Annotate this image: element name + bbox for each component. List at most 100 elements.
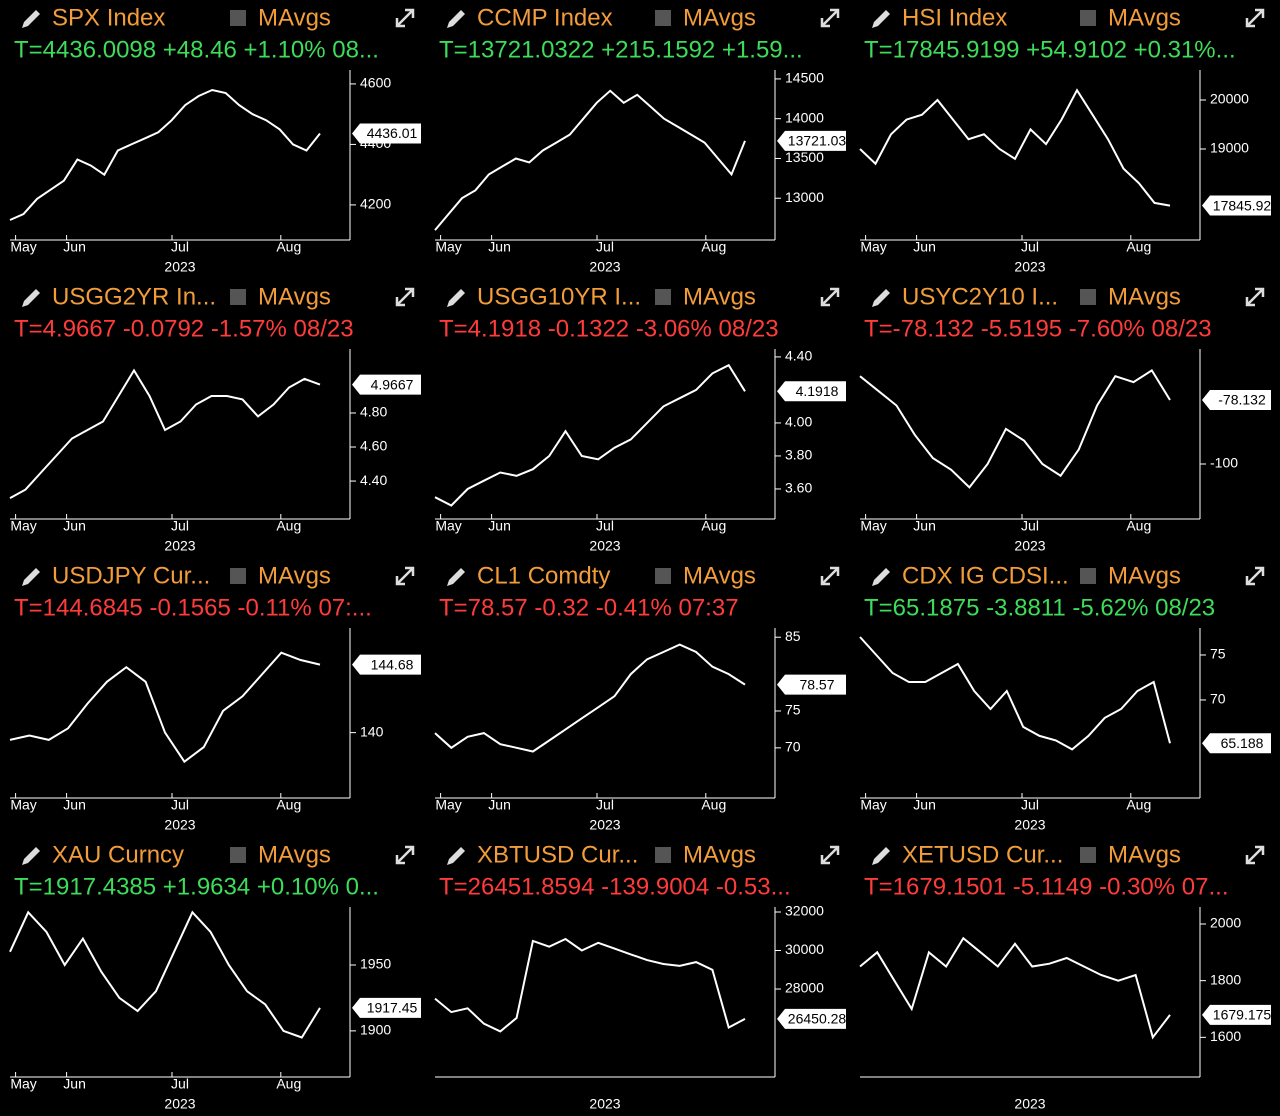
expand-icon[interactable]: [1245, 287, 1265, 307]
expand-icon[interactable]: [395, 845, 415, 865]
y-tick-label: 85: [785, 628, 801, 644]
x-tick-label: Aug: [701, 797, 726, 813]
toggle-label: MAvgs: [258, 283, 331, 310]
expand-icon[interactable]: [820, 845, 840, 865]
y-tick-label: 4.00: [785, 414, 812, 430]
quote: T=4.9667 -0.0792 -1.57% 08/23: [14, 315, 354, 342]
expand-icon[interactable]: [395, 287, 415, 307]
y-tick-label: 20000: [1210, 91, 1249, 107]
price-line: [434, 89, 746, 231]
x-tick-label: Aug: [701, 518, 726, 534]
edit-icon[interactable]: [447, 289, 465, 307]
last-value-box: [1202, 1004, 1271, 1025]
edit-icon[interactable]: [22, 289, 40, 307]
y-tick-label: 1600: [1210, 1028, 1241, 1044]
x-tick-label: Jun: [488, 797, 511, 813]
toggle-checkbox[interactable]: [1080, 289, 1096, 305]
expand-icon[interactable]: [820, 287, 840, 307]
price-line: [859, 936, 1171, 1040]
x-tick-label: May: [10, 797, 36, 813]
toggle-label: MAvgs: [1108, 841, 1181, 868]
edit-icon[interactable]: [872, 289, 890, 307]
last-value-label: 26450.28: [788, 1011, 847, 1027]
quote: T=65.1875 -3.8811 -5.62% 08/23: [864, 594, 1215, 621]
last-value-box: [352, 374, 421, 395]
y-tick-label: 4.40: [360, 472, 387, 488]
toggle-checkbox[interactable]: [230, 289, 246, 305]
x-tick-label: May: [435, 518, 461, 534]
toggle-label: MAvgs: [258, 562, 331, 589]
expand-icon[interactable]: [820, 566, 840, 586]
toggle-checkbox[interactable]: [655, 847, 671, 863]
expand-icon[interactable]: [1245, 8, 1265, 28]
x-tick-label: Jul: [1021, 239, 1039, 255]
edit-icon[interactable]: [872, 10, 890, 28]
edit-icon[interactable]: [447, 847, 465, 865]
expand-icon[interactable]: [395, 8, 415, 28]
y-tick-label: 1950: [360, 956, 391, 972]
y-tick-label: 13500: [785, 149, 824, 165]
toggle-checkbox[interactable]: [1080, 847, 1096, 863]
x-tick-label: Aug: [1126, 239, 1151, 255]
y-tick-label: 28000: [785, 980, 824, 996]
x-tick-label: Jul: [596, 518, 614, 534]
x-tick-label: Aug: [276, 1076, 301, 1092]
edit-icon[interactable]: [447, 568, 465, 586]
edit-icon[interactable]: [22, 568, 40, 586]
last-value-box: [352, 123, 421, 144]
toggle-checkbox[interactable]: [655, 289, 671, 305]
price-line: [859, 369, 1171, 489]
quote: T=144.6845 -0.1565 -0.11% 07:...: [14, 594, 372, 621]
chart-title: XETUSD Cur...: [902, 841, 1063, 868]
toggle-checkbox[interactable]: [1080, 568, 1096, 584]
edit-icon[interactable]: [22, 847, 40, 865]
x-tick-label: Jun: [913, 518, 936, 534]
edit-icon[interactable]: [447, 10, 465, 28]
chart-panel: CCMP Index MAvgs T=13721.0322 +215.1592 +1…: [434, 4, 846, 275]
toggle-checkbox[interactable]: [230, 10, 246, 26]
y-tick-label: 1800: [1210, 971, 1241, 987]
toggle-checkbox[interactable]: [230, 568, 246, 584]
price-line: [859, 88, 1171, 207]
edit-icon[interactable]: [872, 847, 890, 865]
toggle-checkbox[interactable]: [230, 847, 246, 863]
edit-icon[interactable]: [872, 568, 890, 586]
quote: T=-78.132 -5.5195 -7.60% 08/23: [864, 315, 1212, 342]
y-tick-label: 75: [1210, 646, 1226, 662]
x-tick-label: Jun: [63, 239, 86, 255]
toggle-label: MAvgs: [1108, 4, 1181, 31]
last-value-label: 17845.92: [1213, 197, 1272, 213]
x-tick-label: May: [10, 1076, 36, 1092]
edit-icon[interactable]: [22, 10, 40, 28]
last-value-label: 78.57: [799, 676, 834, 692]
toggle-checkbox[interactable]: [655, 10, 671, 26]
chart-title: CCMP Index: [477, 4, 613, 31]
chart-panel: USGG2YR In... MAvgs T=4.9667 -0.0792 -1.57…: [9, 283, 421, 554]
quote: T=1679.1501 -5.1149 -0.30% 07...: [864, 873, 1229, 900]
x-tick-label: Aug: [276, 239, 301, 255]
x-tick-label: Jul: [171, 239, 189, 255]
last-value-label: 1679.175: [1213, 1007, 1272, 1023]
y-tick-label: 14000: [785, 109, 824, 125]
price-line: [434, 937, 746, 1033]
expand-icon[interactable]: [1245, 566, 1265, 586]
x-tick-label: Jul: [1021, 518, 1039, 534]
toggle-checkbox[interactable]: [1080, 10, 1096, 26]
chart-panel: XAU Curncy MAvgs T=1917.4385 +1.9634 +0.10…: [9, 841, 421, 1112]
quote: T=26451.8594 -139.9004 -0.53...: [439, 873, 791, 900]
toggle-checkbox[interactable]: [655, 568, 671, 584]
expand-icon[interactable]: [820, 8, 840, 28]
price-line: [9, 368, 321, 499]
x-year-label: 2023: [1014, 817, 1045, 833]
y-tick-label: 30000: [785, 941, 824, 957]
toggle-label: MAvgs: [1108, 562, 1181, 589]
quote: T=17845.9199 +54.9102 +0.31%...: [864, 36, 1236, 63]
chart-title: USYC2Y10 I...: [902, 283, 1058, 310]
last-value-label: 65.188: [1221, 735, 1264, 751]
expand-icon[interactable]: [1245, 845, 1265, 865]
expand-icon[interactable]: [395, 566, 415, 586]
last-value-label: -78.132: [1218, 392, 1266, 408]
x-tick-label: Aug: [701, 239, 726, 255]
x-year-label: 2023: [1014, 259, 1045, 275]
x-tick-label: Aug: [276, 797, 301, 813]
